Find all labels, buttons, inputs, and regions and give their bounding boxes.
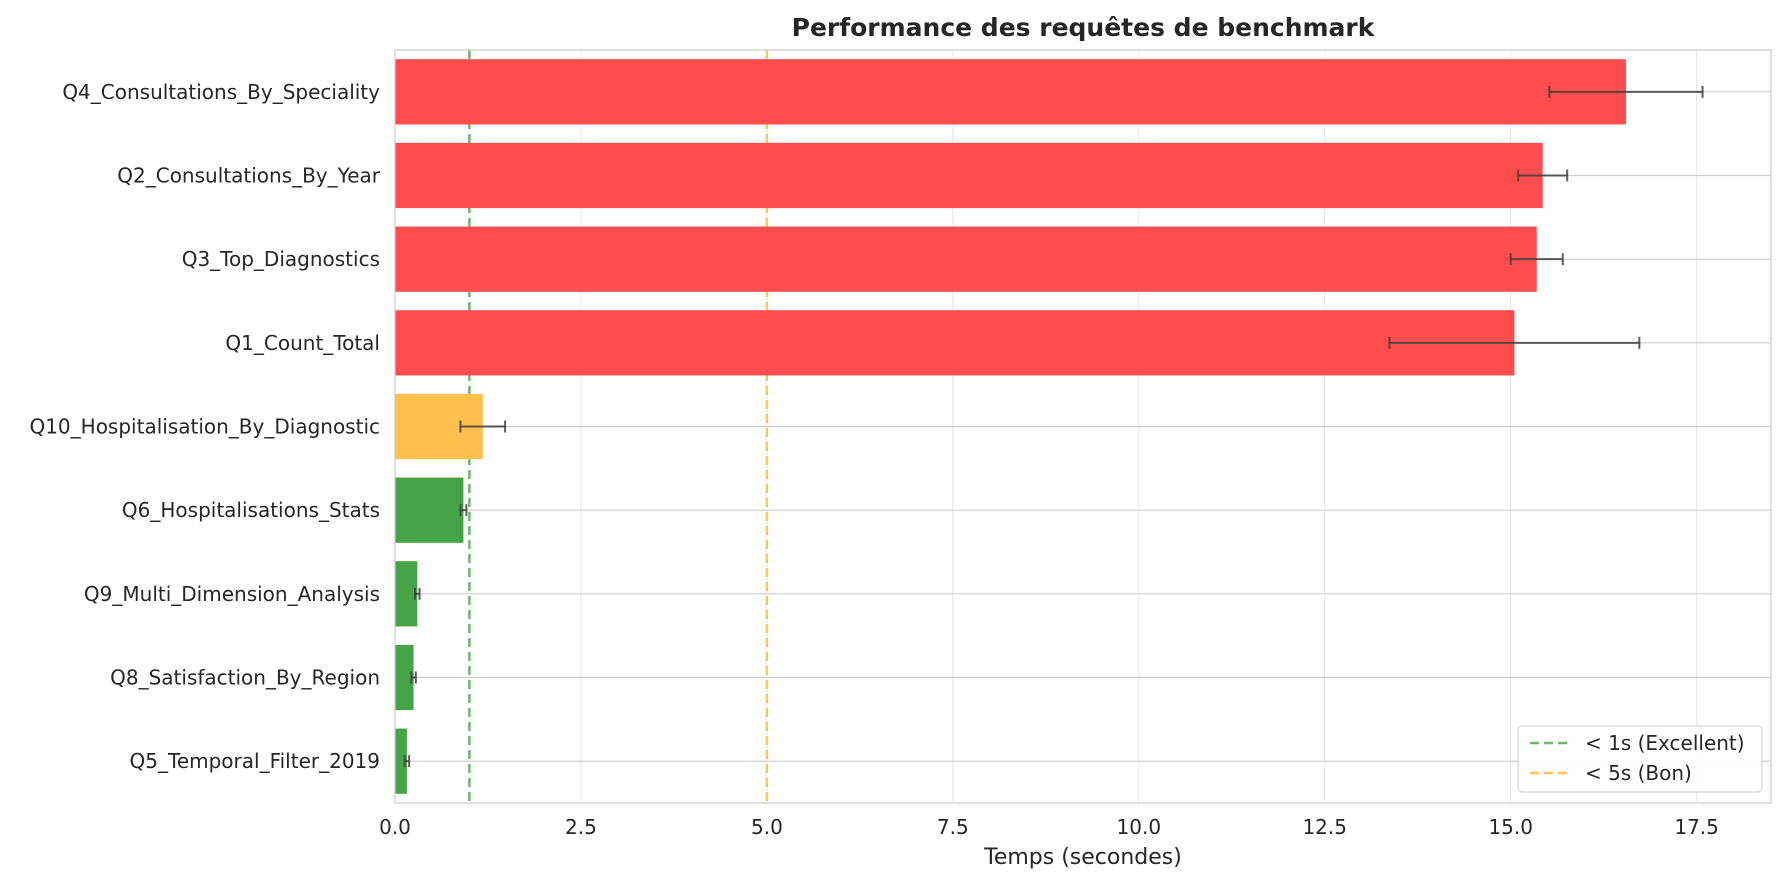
error-bar	[403, 755, 411, 768]
bars-layer	[395, 59, 1626, 794]
bar	[395, 728, 407, 794]
bar	[395, 59, 1626, 125]
error-bar	[1517, 169, 1569, 182]
y-tick-label: Q1_Count_Total	[225, 331, 380, 355]
bar	[395, 142, 1543, 209]
x-tick-label: 0.0	[379, 815, 411, 839]
error-bar	[459, 420, 507, 433]
legend: < 1s (Excellent) < 5s (Bon)	[1517, 725, 1763, 793]
error-bar	[1509, 253, 1564, 266]
x-tick-labels: 0.0 2.5 5.0 7.5 10.0 12.5 15.0 17.5	[379, 815, 1719, 839]
error-bar	[459, 504, 468, 517]
error-bar	[410, 671, 417, 684]
y-tick-label: Q9_Multi_Dimension_Analysis	[84, 582, 380, 606]
legend-excellent-label: < 1s (Excellent)	[1585, 731, 1745, 755]
plot-frame	[394, 49, 1772, 804]
chart-title: Performance des requêtes de benchmark	[792, 13, 1376, 42]
y-tick-label: Q2_Consultations_By_Year	[117, 164, 381, 188]
bar	[395, 477, 464, 543]
x-tick-label: 15.0	[1488, 815, 1533, 839]
legend-box	[1517, 725, 1763, 793]
x-tick-label: 12.5	[1302, 815, 1347, 839]
x-tick-label: 17.5	[1674, 815, 1719, 839]
x-tick-label: 10.0	[1117, 815, 1162, 839]
y-tick-label: Q10_Hospitalisation_By_Diagnostic	[29, 415, 380, 439]
error-bar	[1548, 85, 1704, 98]
y-tick-label: Q4_Consultations_By_Speciality	[62, 80, 380, 104]
bar	[395, 226, 1537, 292]
x-axis-title: Temps (secondes)	[983, 845, 1182, 870]
bar	[395, 310, 1515, 376]
bar	[395, 644, 414, 711]
bar	[395, 561, 418, 627]
error-bar	[414, 587, 421, 600]
y-tick-label: Q6_Hospitalisations_Stats	[122, 498, 380, 522]
y-tick-label: Q3_Top_Diagnostics	[182, 247, 380, 271]
x-tick-label: 7.5	[937, 815, 969, 839]
y-tick-labels: Q4_Consultations_By_Speciality Q2_Consult…	[29, 80, 380, 773]
x-tick-label: 2.5	[565, 815, 597, 839]
y-tick-label: Q8_Satisfaction_By_Region	[110, 666, 380, 690]
y-tick-label: Q5_Temporal_Filter_2019	[130, 749, 380, 773]
error-bar	[1388, 336, 1641, 349]
legend-bon-label: < 5s (Bon)	[1585, 761, 1692, 785]
error-bars-layer	[403, 85, 1704, 768]
x-tick-label: 5.0	[751, 815, 783, 839]
